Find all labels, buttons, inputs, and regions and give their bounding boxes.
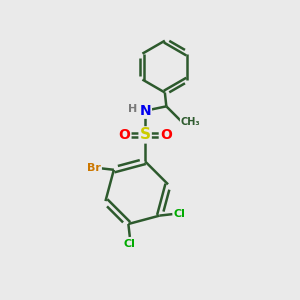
Text: N: N (139, 104, 151, 118)
Text: CH₃: CH₃ (181, 117, 200, 127)
Text: O: O (118, 128, 130, 142)
Text: Br: Br (87, 163, 101, 173)
Text: O: O (160, 128, 172, 142)
Text: Cl: Cl (124, 239, 136, 249)
Text: H: H (128, 104, 137, 114)
Text: S: S (140, 128, 151, 142)
Text: Cl: Cl (173, 209, 185, 219)
